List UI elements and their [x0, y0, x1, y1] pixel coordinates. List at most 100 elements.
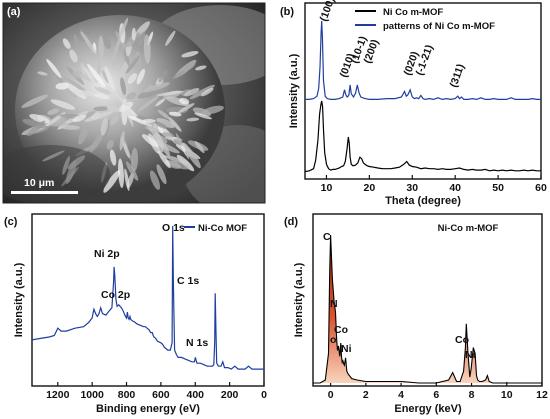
peak-label: N — [330, 298, 338, 310]
sem-petal — [184, 145, 201, 169]
sem-petal — [157, 109, 171, 120]
sem-petal — [142, 118, 156, 123]
sem-petal — [186, 117, 200, 122]
panel-b-plot — [304, 20, 541, 173]
panel-c-frame — [31, 213, 265, 387]
sem-petal — [141, 134, 159, 148]
panel-d-x-tick-label: 2 — [363, 389, 369, 401]
legend-label-nico: Ni-Co MOF — [198, 223, 247, 234]
sem-petal — [158, 69, 168, 83]
sem-petal — [200, 87, 214, 97]
sem-petal — [84, 111, 113, 122]
sem-petal — [109, 149, 117, 166]
sem-petal — [162, 132, 174, 138]
panel-d-title: Ni-Co m-MOF — [438, 223, 499, 234]
panel-d-frame — [312, 213, 543, 387]
panel-c-x-tick-label: 0 — [261, 389, 267, 401]
panel-c-x-tick-label: 1000 — [80, 389, 104, 401]
peak-label: (311) — [448, 62, 467, 89]
sem-petal — [194, 141, 205, 154]
panel-d-label: (d) — [284, 216, 298, 228]
sem-petal — [177, 103, 195, 114]
panel-c-x-axis: 1200 1000 800 600 400 200 0 — [46, 382, 267, 401]
panel-c-label: (c) — [4, 216, 18, 228]
sem-petal — [73, 34, 79, 49]
sem-petal — [96, 61, 102, 76]
sem-petal — [124, 168, 130, 191]
panel-b-x-tick-label: 10 — [321, 182, 333, 194]
sem-petal — [172, 70, 185, 80]
series-pattern-line — [305, 20, 541, 101]
sem-image — [3, 3, 265, 203]
panel-d-plot — [313, 234, 542, 384]
sem-petal — [111, 35, 122, 63]
sem-petal — [156, 164, 167, 185]
sem-petal — [184, 88, 200, 97]
sem-petal — [72, 70, 84, 79]
sem-petal — [50, 99, 76, 110]
panel-b: (b) 10 20 30 40 50 60 (100)(010)(10-1)(200) (0… — [280, 0, 547, 207]
panel-c-x-tick-label: 200 — [221, 389, 239, 401]
peak-label: N 1s — [186, 337, 208, 349]
scale-bar-label: 10 μm — [24, 177, 54, 189]
panel-b-x-axis: 10 20 30 40 50 60 — [321, 175, 547, 194]
sem-petal — [155, 121, 168, 129]
sem-petal — [179, 97, 190, 105]
sem-petal — [127, 73, 138, 84]
peak-label: Ni — [465, 349, 476, 361]
panel-d-x-tick-label: 0 — [328, 389, 334, 401]
sem-petal — [163, 155, 190, 165]
panel-d-x-tick-label: 10 — [501, 389, 513, 401]
sem-petal — [104, 66, 116, 92]
peak-label: O 1s — [162, 222, 185, 234]
sem-petal — [107, 86, 128, 106]
sem-petal — [125, 161, 139, 181]
sem-petal — [69, 49, 78, 63]
sem-petal — [118, 101, 134, 112]
panel-b-x-tick-label: 60 — [535, 182, 547, 194]
panel-b-legend: Ni Co m-MOF patterns of Ni Co m-MOF — [355, 7, 495, 32]
panel-b-x-tick-label: 30 — [406, 182, 418, 194]
panel-d-x-axis: 0 2 4 6 8 10 12 — [328, 382, 548, 401]
sem-petal — [202, 105, 224, 115]
sem-petal — [47, 108, 60, 115]
sem-petal — [137, 31, 146, 47]
scale-bar — [11, 191, 78, 194]
panel-b-ylabel: Intensity (a.u.) — [288, 53, 300, 128]
sem-petal — [142, 82, 170, 93]
legend-label-sample: Ni Co m-MOF — [383, 7, 443, 18]
peak-label: Co 2p — [101, 289, 130, 301]
sem-petal — [103, 170, 121, 193]
eds-line — [313, 234, 542, 384]
sem-petal — [123, 50, 130, 66]
sem-petal — [119, 131, 125, 151]
legend-label-pattern: patterns of Ni Co m-MOF — [383, 21, 495, 32]
panel-c-x-tick-label: 400 — [186, 389, 204, 401]
sem-petal — [168, 117, 182, 132]
panel-d-x-tick-label: 6 — [433, 389, 439, 401]
panel-c-x-tick-label: 1200 — [46, 389, 70, 401]
peak-label: Ni — [341, 343, 352, 355]
sem-petal — [59, 124, 80, 130]
sem-petals — [21, 17, 224, 193]
sem-petal — [87, 63, 106, 88]
sem-petal — [158, 150, 171, 169]
sem-petal — [194, 112, 212, 120]
sem-petal — [106, 105, 120, 113]
panel-d-xlabel: Energy (keV) — [394, 403, 462, 415]
sem-petal — [98, 35, 104, 60]
panel-c-xlabel: Binding energy (eV) — [96, 403, 200, 415]
sem-petal — [118, 158, 124, 189]
peak-label: o — [330, 334, 336, 346]
panel-c-legend: Ni-Co MOF — [184, 223, 247, 234]
sem-petal — [63, 76, 87, 92]
sem-petal — [72, 89, 100, 98]
series-sample-line — [304, 100, 541, 173]
sem-petal — [102, 34, 111, 50]
sem-petal — [195, 65, 207, 71]
sem-petal — [155, 98, 166, 107]
sem-petal — [189, 84, 215, 100]
